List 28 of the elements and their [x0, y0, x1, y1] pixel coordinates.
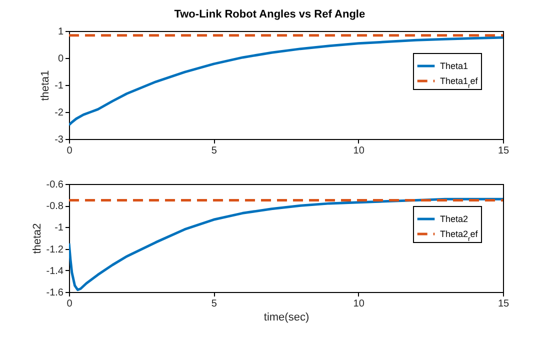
- y-tick-label: -1.2: [46, 244, 64, 256]
- x-tick-label: 0: [66, 298, 73, 310]
- y-tick-label: 1: [58, 26, 64, 38]
- legend-label: Theta2$_{r}$ef: [440, 229, 478, 242]
- x-tick-label: 10: [353, 146, 365, 156]
- legend-label: Theta1: [440, 61, 468, 71]
- y-axis-title: theta2: [31, 223, 44, 254]
- y-tick-label: -0.6: [46, 180, 64, 190]
- y-tick-label: -0.8: [46, 201, 64, 212]
- y-axis-title: theta1: [40, 70, 52, 101]
- y-tick-label: -1.4: [46, 266, 64, 277]
- chart-title: Two-Link Robot Angles vs Ref Angle: [174, 8, 366, 20]
- y-tick-label: -3: [54, 134, 64, 146]
- x-tick-label: 5: [211, 146, 218, 156]
- x-tick-label: 5: [211, 298, 218, 310]
- x-tick-label: 15: [498, 298, 510, 310]
- y-tick-label: -1.6: [46, 288, 64, 298]
- y-tick-label: -2: [54, 108, 64, 118]
- legend-label: Theta2: [440, 214, 468, 224]
- x-tick-label: 15: [498, 146, 510, 156]
- legend-label: Theta1$_{r}$ef: [440, 76, 478, 90]
- y-tick-label: 0: [58, 54, 64, 64]
- x-axis-title: time(sec): [264, 312, 310, 324]
- y-tick-label: -1: [54, 222, 64, 234]
- x-tick-label: 10: [353, 298, 365, 310]
- line-series: [69, 36, 503, 126]
- y-tick-label: -1: [54, 80, 64, 92]
- x-tick-label: 0: [66, 146, 73, 156]
